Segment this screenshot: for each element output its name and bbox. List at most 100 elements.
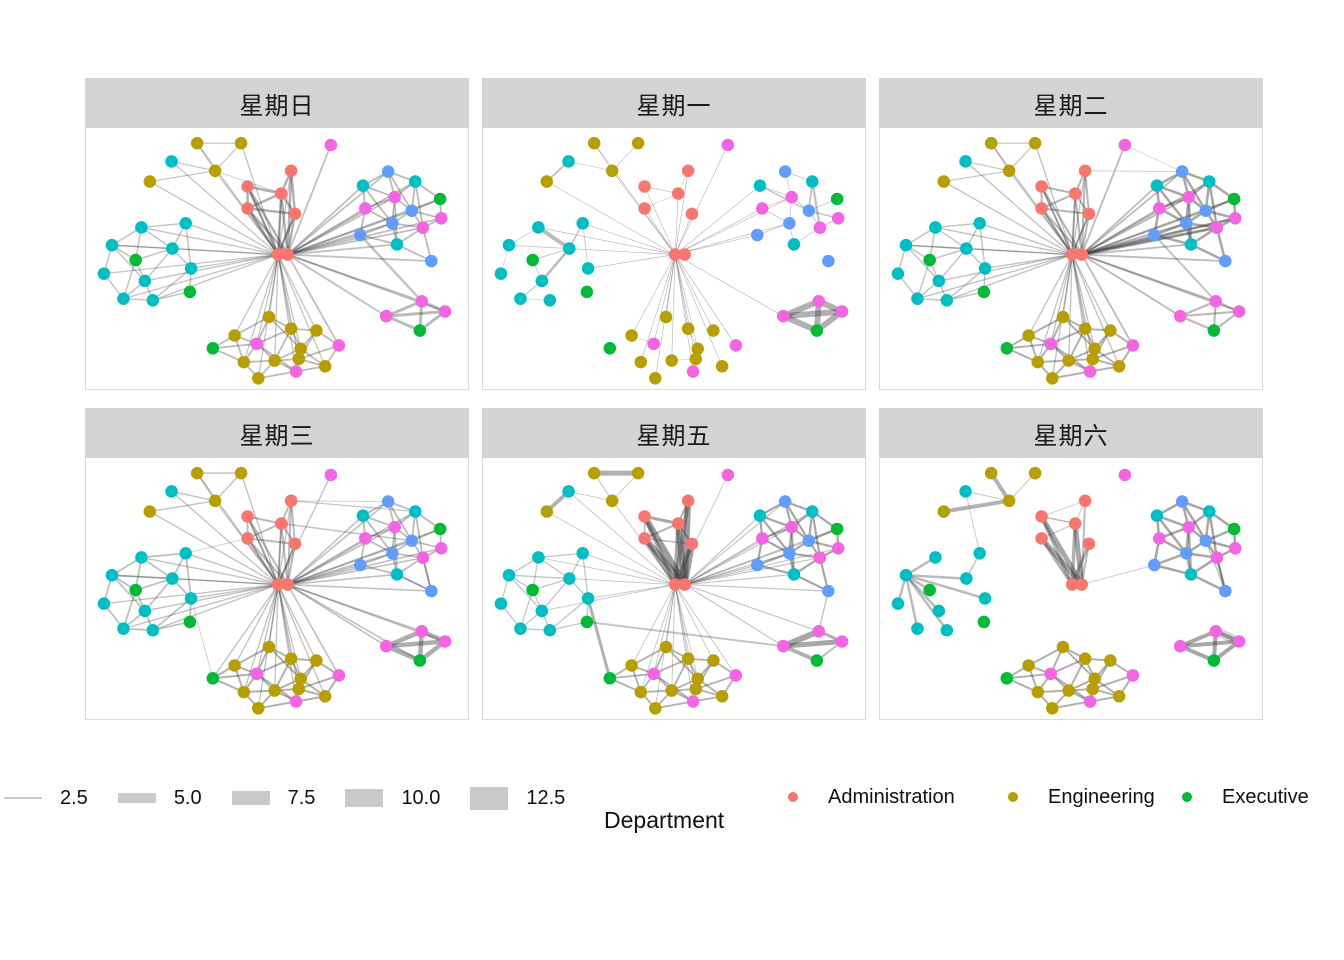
network-node xyxy=(1152,202,1166,215)
network-node xyxy=(1126,339,1140,352)
network-node xyxy=(135,551,148,564)
network-node xyxy=(190,136,204,150)
network-node xyxy=(1068,517,1082,530)
network-node xyxy=(117,622,130,635)
network-node xyxy=(354,228,367,242)
network-node xyxy=(787,238,801,251)
network-node xyxy=(755,202,769,215)
panel-plot-area xyxy=(482,458,866,720)
network-node xyxy=(234,136,248,150)
facet-panel-tuesday: 星期二 xyxy=(879,78,1263,390)
network-node xyxy=(753,509,767,522)
network-node xyxy=(1219,584,1232,598)
department-legend: Administration Engineering Executive Fac… xyxy=(788,774,1344,820)
network-node xyxy=(502,568,516,582)
network-node xyxy=(659,310,673,324)
facet-strip: 星期一 xyxy=(482,78,866,128)
network-node xyxy=(665,354,678,367)
network-node xyxy=(1150,179,1164,192)
network-node xyxy=(1184,568,1198,581)
network-node xyxy=(284,322,298,335)
network-node xyxy=(433,192,447,206)
network-node xyxy=(649,372,662,385)
width-legend-item: 10.0 xyxy=(345,787,470,810)
network-node xyxy=(183,285,197,299)
network-node xyxy=(911,622,924,635)
network-node xyxy=(1182,520,1195,534)
facet-strip-label: 星期日 xyxy=(239,91,315,120)
network-node xyxy=(129,253,142,267)
network-node xyxy=(929,551,942,564)
network-node xyxy=(274,517,288,530)
network-node xyxy=(783,546,796,560)
network-node xyxy=(540,505,554,518)
network-node xyxy=(625,659,638,672)
network-node xyxy=(117,292,130,305)
network-node xyxy=(973,546,986,560)
network-node xyxy=(1203,175,1216,188)
facet-grid: 星期日 星期一 星期二 星期三 星期五 xyxy=(85,78,1263,720)
network-node xyxy=(755,532,769,545)
network-node xyxy=(932,604,946,618)
network-node xyxy=(1232,305,1246,318)
network-node xyxy=(563,572,576,585)
network-node xyxy=(638,202,651,215)
network-node xyxy=(959,155,972,168)
network-node xyxy=(647,667,661,681)
network-node xyxy=(638,180,651,193)
network-node xyxy=(1199,534,1213,548)
network-node xyxy=(1150,509,1164,522)
network-node xyxy=(105,568,119,582)
network-node xyxy=(135,221,148,234)
network-node xyxy=(681,164,695,178)
facet-strip-label: 星期三 xyxy=(239,421,315,450)
width-key-7-5 xyxy=(231,791,270,805)
network-node xyxy=(638,532,651,545)
network-node xyxy=(810,324,824,337)
network-node xyxy=(562,485,575,498)
network-node xyxy=(332,339,346,352)
network-node xyxy=(802,204,816,218)
legend-item-administration: Administration xyxy=(788,774,1008,820)
network-node xyxy=(415,625,429,638)
network-node xyxy=(252,372,265,385)
panel-plot-area xyxy=(85,458,469,720)
network-node xyxy=(1044,337,1058,351)
network-node xyxy=(678,578,691,591)
network-node xyxy=(1028,136,1042,150)
network-node xyxy=(324,138,338,152)
network-node xyxy=(241,180,254,193)
edge-width-legend: 2.5 5.0 7.5 10.0 12.5 xyxy=(4,775,595,821)
administration-dot-icon xyxy=(788,792,798,802)
network-node xyxy=(778,165,792,178)
network-node xyxy=(318,690,332,703)
engineering-dot-icon xyxy=(1008,792,1018,802)
network-node xyxy=(281,248,294,261)
network-node xyxy=(689,682,703,696)
network-node xyxy=(647,337,661,351)
network-node xyxy=(234,466,248,480)
network-node xyxy=(413,324,427,337)
network-node xyxy=(1148,558,1161,572)
network-node xyxy=(532,551,545,564)
width-key-label: 7.5 xyxy=(287,786,316,809)
network-node xyxy=(318,360,332,373)
network-node xyxy=(1083,695,1097,708)
width-legend-item: 7.5 xyxy=(231,786,346,810)
network-node xyxy=(179,546,192,560)
network-node xyxy=(707,654,720,667)
network-node xyxy=(899,568,913,582)
network-node xyxy=(241,510,254,523)
network-node xyxy=(1148,228,1161,242)
network-plot xyxy=(494,136,849,385)
network-node xyxy=(228,329,241,342)
network-node xyxy=(413,654,427,667)
network-node xyxy=(165,485,178,498)
network-node xyxy=(514,292,527,305)
network-node xyxy=(984,466,998,480)
executive-dot-icon xyxy=(1182,792,1192,802)
network-node xyxy=(206,342,220,355)
panel-plot-area xyxy=(879,458,1263,720)
network-node xyxy=(405,204,419,218)
network-node xyxy=(294,342,307,356)
